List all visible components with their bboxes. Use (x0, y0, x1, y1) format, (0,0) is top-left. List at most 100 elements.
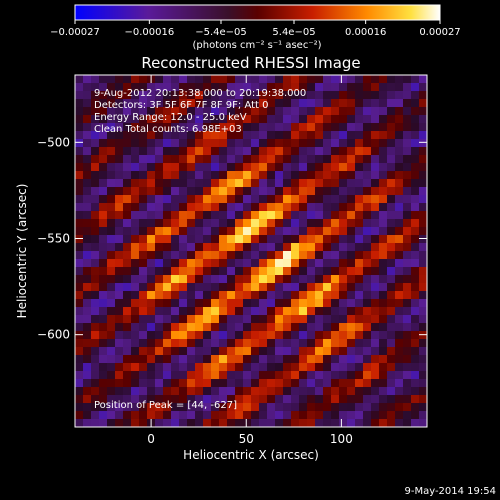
heatmap-cell (195, 147, 204, 156)
heatmap-cell (75, 171, 84, 180)
heatmap-cell (163, 203, 172, 212)
heatmap-cell (275, 411, 284, 420)
heatmap-cell (363, 339, 372, 348)
heatmap-cell (155, 163, 164, 172)
heatmap-cell (99, 123, 108, 132)
heatmap-cell (75, 123, 84, 132)
heatmap-cell (363, 259, 372, 268)
heatmap-cell (91, 363, 100, 372)
heatmap-cell (115, 411, 124, 420)
heatmap-cell (395, 259, 404, 268)
heatmap-cell (395, 251, 404, 260)
heatmap-cell (403, 419, 412, 427)
heatmap-cell (395, 387, 404, 396)
heatmap-cell (379, 211, 388, 220)
heatmap-cell (323, 179, 332, 188)
heatmap-cell (163, 347, 172, 356)
heatmap-cell (131, 291, 140, 300)
heatmap-cell (347, 323, 356, 332)
heatmap-cell (315, 171, 324, 180)
heatmap-cell (371, 131, 380, 140)
heatmap-cell (107, 195, 116, 204)
heatmap-cell (179, 347, 188, 356)
heatmap-cell (195, 339, 204, 348)
heatmap-cell (275, 299, 284, 308)
heatmap-cell (331, 307, 340, 316)
heatmap-cell (307, 371, 316, 380)
heatmap-cell (107, 355, 116, 364)
heatmap-cell (115, 307, 124, 316)
heatmap-cell (291, 139, 300, 148)
heatmap-cell (291, 131, 300, 140)
heatmap-cell (395, 363, 404, 372)
heatmap-cell (299, 395, 308, 404)
heatmap-cell (283, 291, 292, 300)
heatmap-cell (75, 371, 84, 380)
heatmap-cell (259, 155, 268, 164)
heatmap-cell (99, 131, 108, 140)
heatmap-cell (347, 115, 356, 124)
heatmap-cell (251, 179, 260, 188)
heatmap-cell (299, 163, 308, 172)
heatmap-cell (339, 355, 348, 364)
heatmap-cell (155, 387, 164, 396)
heatmap-cell (91, 219, 100, 228)
heatmap-cell (115, 395, 124, 404)
heatmap-cell (83, 251, 92, 260)
heatmap-cell (171, 299, 180, 308)
heatmap-cell (195, 235, 204, 244)
heatmap-cell (411, 123, 420, 132)
heatmap-cell (403, 331, 412, 340)
heatmap-cell (227, 299, 236, 308)
heatmap-cell (83, 291, 92, 300)
heatmap-cell (203, 163, 212, 172)
heatmap-cell (91, 251, 100, 260)
heatmap-cell (83, 187, 92, 196)
heatmap-cell (195, 419, 204, 427)
heatmap-cell (347, 219, 356, 228)
heatmap-cell (363, 227, 372, 236)
heatmap-cell (259, 411, 268, 420)
heatmap-cell (299, 147, 308, 156)
heatmap-cell (203, 139, 212, 148)
heatmap-cell (363, 299, 372, 308)
heatmap (75, 75, 427, 427)
heatmap-cell (187, 171, 196, 180)
footer-timestamp: 9-May-2014 19:54 (404, 486, 496, 497)
heatmap-cell (379, 203, 388, 212)
heatmap-cell (403, 91, 412, 100)
heatmap-cell (227, 355, 236, 364)
heatmap-cell (259, 227, 268, 236)
heatmap-cell (251, 411, 260, 420)
heatmap-cell (211, 83, 220, 92)
heatmap-cell (131, 187, 140, 196)
heatmap-cell (235, 387, 244, 396)
heatmap-cell (299, 171, 308, 180)
heatmap-cell (347, 339, 356, 348)
heatmap-cell (99, 395, 108, 404)
heatmap-cell (131, 347, 140, 356)
heatmap-cell (259, 163, 268, 172)
peak-position-label: Position of Peak = [44, -627] (94, 400, 237, 411)
heatmap-cell (283, 107, 292, 116)
heatmap-cell (259, 99, 268, 108)
heatmap-cell (147, 179, 156, 188)
heatmap-cell (251, 387, 260, 396)
heatmap-cell (395, 291, 404, 300)
heatmap-cell (139, 387, 148, 396)
heatmap-cell (371, 307, 380, 316)
heatmap-cell (187, 195, 196, 204)
heatmap-cell (403, 299, 412, 308)
heatmap-cell (251, 243, 260, 252)
heatmap-cell (139, 251, 148, 260)
heatmap-cell (331, 155, 340, 164)
heatmap-cell (187, 115, 196, 124)
heatmap-cell (147, 91, 156, 100)
heatmap-cell (107, 91, 116, 100)
heatmap-cell (115, 75, 124, 84)
heatmap-cell (395, 355, 404, 364)
heatmap-cell (163, 123, 172, 132)
heatmap-cell (251, 91, 260, 100)
heatmap-cell (339, 379, 348, 388)
heatmap-cell (363, 243, 372, 252)
